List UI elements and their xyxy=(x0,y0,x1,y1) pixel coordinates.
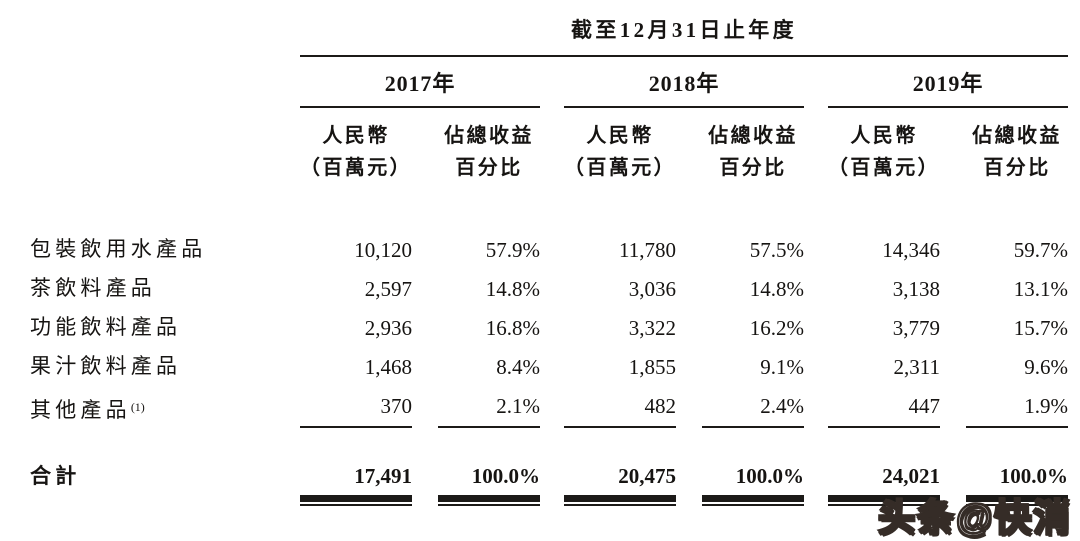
header-pct-2018: 佔總收益 百分比 xyxy=(702,120,804,184)
cell-value: 3,322 xyxy=(628,316,676,340)
row-label: 茶飲料產品 xyxy=(30,272,300,306)
double-rule xyxy=(828,495,940,506)
cell-value: 3,036 xyxy=(628,277,676,301)
row-label: 其他產品(1) xyxy=(30,394,300,428)
header-rmb-line2: （百萬元） xyxy=(564,157,676,179)
table-body: 包裝飲用水產品 10,120 57.9% 11,780 57.5% 14,346… xyxy=(30,228,1068,428)
row-label-text: 果汁飲料產品 xyxy=(30,354,182,378)
row-label-text: 包裝飲用水產品 xyxy=(30,237,207,261)
header-rmb-2017: 人民幣 （百萬元） xyxy=(300,120,412,184)
cell-value: 11,780 xyxy=(619,238,676,262)
cell-value: 1,468 xyxy=(364,355,412,379)
table-title: 截至12月31日止年度 xyxy=(300,14,1068,57)
year-label-2017: 2017年 xyxy=(300,66,540,108)
total-value: 17,491 xyxy=(354,464,412,488)
cell-value: 57.9% xyxy=(485,238,540,262)
header-rmb-line1: 人民幣 xyxy=(850,125,918,147)
header-pct-line2: 百分比 xyxy=(719,157,787,179)
cell-value: 2,936 xyxy=(364,316,412,340)
footnote-marker: (1) xyxy=(130,400,145,414)
year-label-2018: 2018年 xyxy=(564,66,804,108)
row-label-text: 茶飲料產品 xyxy=(30,276,156,300)
cell-value: 2,597 xyxy=(364,277,412,301)
cell-value: 10,120 xyxy=(354,238,412,262)
double-rule xyxy=(564,495,676,506)
header-pct-line1: 佔總收益 xyxy=(972,125,1062,147)
cell-value: 2.4% xyxy=(702,394,804,428)
header-pct-2019: 佔總收益 百分比 xyxy=(966,120,1068,184)
total-cell: 100.0% xyxy=(966,464,1068,506)
year-label-2019: 2019年 xyxy=(828,66,1068,108)
table-row-other-products: 其他產品(1) 370 2.1% 482 2.4% 447 1.9% xyxy=(30,384,1068,428)
table-row-tea: 茶飲料產品 2,597 14.8% 3,036 14.8% 3,138 13.1… xyxy=(30,267,1068,306)
header-pct-line1: 佔總收益 xyxy=(444,125,534,147)
cell-value: 13.1% xyxy=(1013,277,1068,301)
cell-value: 14.8% xyxy=(485,277,540,301)
total-value: 100.0% xyxy=(735,464,804,488)
cell-value: 59.7% xyxy=(1013,238,1068,262)
total-value: 100.0% xyxy=(999,464,1068,488)
row-label: 功能飲料產品 xyxy=(30,311,300,345)
header-rmb-line1: 人民幣 xyxy=(586,125,654,147)
table-total-row: 合計 17,491 100.0% 20,475 100.0% 24,021 10… xyxy=(30,460,1068,506)
double-rule xyxy=(702,495,804,506)
cell-value: 16.8% xyxy=(485,316,540,340)
cell-value: 2.1% xyxy=(438,394,540,428)
cell-value: 3,779 xyxy=(892,316,940,340)
cell-value: 57.5% xyxy=(749,238,804,262)
double-rule xyxy=(966,495,1068,506)
total-cell: 17,491 xyxy=(300,464,412,506)
total-value: 20,475 xyxy=(618,464,676,488)
header-rmb-2018: 人民幣 （百萬元） xyxy=(564,120,676,184)
cell-value: 14.8% xyxy=(749,277,804,301)
toutiao-watermark: 头条@快消 xyxy=(877,496,1072,539)
header-pct-line2: 百分比 xyxy=(983,157,1051,179)
cell-value: 16.2% xyxy=(749,316,804,340)
header-pct-line1: 佔總收益 xyxy=(708,125,798,147)
double-rule xyxy=(300,495,412,506)
cell-value: 8.4% xyxy=(496,355,540,379)
cell-value: 15.7% xyxy=(1013,316,1068,340)
table-row-functional-drinks: 功能飲料產品 2,936 16.8% 3,322 16.2% 3,779 15.… xyxy=(30,306,1068,345)
column-header-row: 人民幣 （百萬元） 佔總收益 百分比 人民幣 （百萬元） 佔總收益 百分比 人民… xyxy=(30,120,1068,184)
cell-value: 3,138 xyxy=(892,277,940,301)
header-rmb-line1: 人民幣 xyxy=(322,125,390,147)
cell-value: 14,346 xyxy=(882,238,940,262)
header-pct-line2: 百分比 xyxy=(455,157,523,179)
header-rmb-line2: （百萬元） xyxy=(828,157,940,179)
double-rule xyxy=(438,495,540,506)
total-cell: 100.0% xyxy=(438,464,540,506)
row-label: 包裝飲用水產品 xyxy=(30,233,300,267)
row-label-text: 其他產品 xyxy=(30,398,131,422)
row-label-text: 功能飲料產品 xyxy=(30,315,182,339)
cell-value: 482 xyxy=(564,394,676,428)
cell-value: 370 xyxy=(300,394,412,428)
cell-value: 9.6% xyxy=(1024,355,1068,379)
total-cell: 24,021 xyxy=(828,464,940,506)
cell-value: 2,311 xyxy=(893,355,940,379)
header-pct-2017: 佔總收益 百分比 xyxy=(438,120,540,184)
table-row-packaged-water: 包裝飲用水產品 10,120 57.9% 11,780 57.5% 14,346… xyxy=(30,228,1068,267)
cell-value: 1.9% xyxy=(966,394,1068,428)
prospectus-revenue-table-page: 截至12月31日止年度 2017年 2018年 2019年 人民幣 （百萬元） … xyxy=(30,10,1068,506)
row-label: 果汁飲料產品 xyxy=(30,350,300,384)
cell-value: 9.1% xyxy=(760,355,804,379)
table-title-row: 截至12月31日止年度 xyxy=(30,10,1068,57)
total-label: 合計 xyxy=(30,464,81,488)
header-rmb-line2: （百萬元） xyxy=(300,157,412,179)
total-cell: 100.0% xyxy=(702,464,804,506)
header-rmb-2019: 人民幣 （百萬元） xyxy=(828,120,940,184)
table-row-juice: 果汁飲料產品 1,468 8.4% 1,855 9.1% 2,311 9.6% xyxy=(30,345,1068,384)
total-cell: 20,475 xyxy=(564,464,676,506)
total-value: 100.0% xyxy=(471,464,540,488)
year-header-row: 2017年 2018年 2019年 xyxy=(30,66,1068,108)
total-value: 24,021 xyxy=(882,464,940,488)
cell-value: 447 xyxy=(828,394,940,428)
cell-value: 1,855 xyxy=(628,355,676,379)
